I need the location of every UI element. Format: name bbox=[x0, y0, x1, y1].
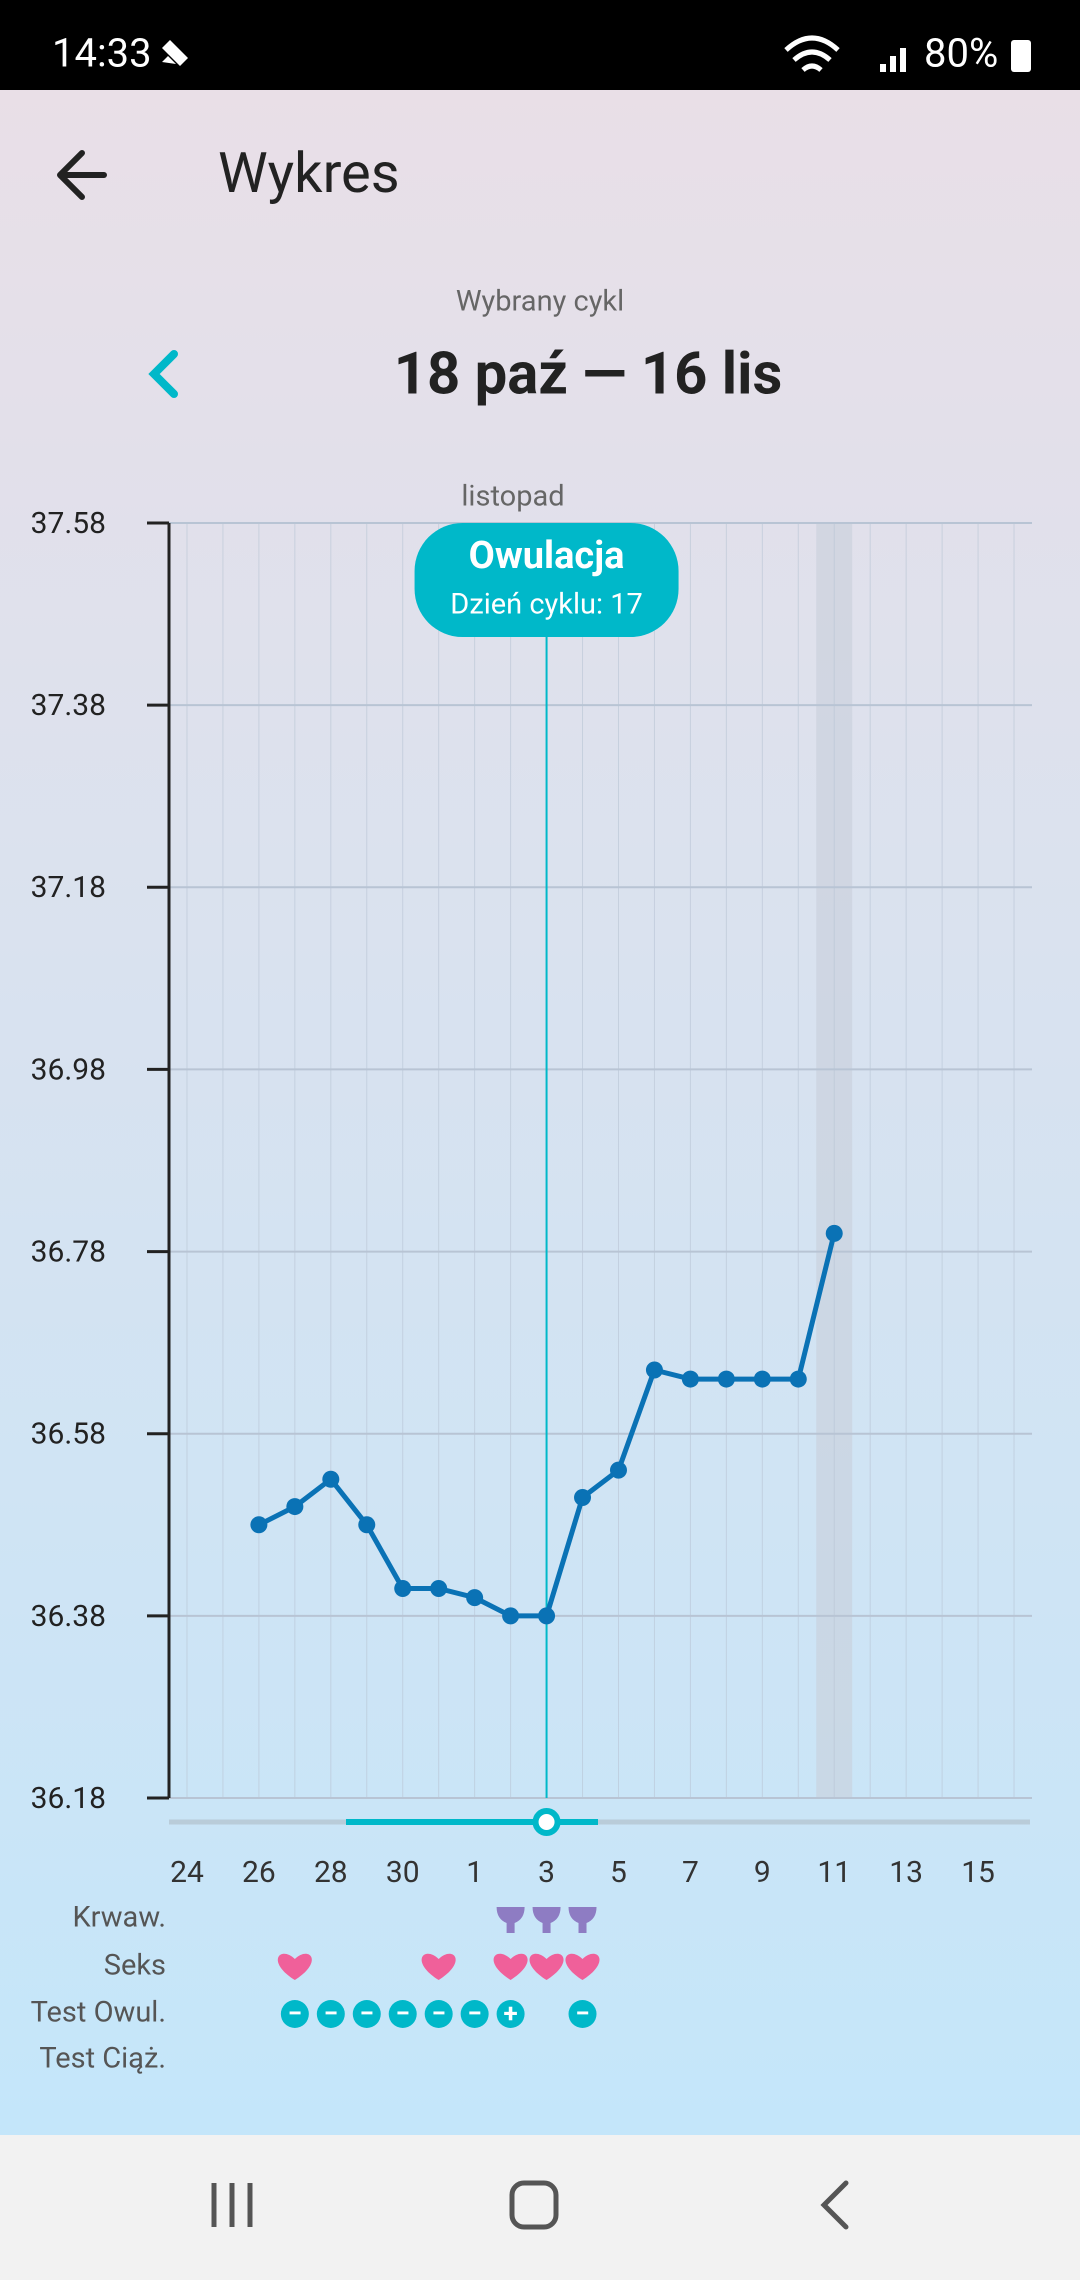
test-icon bbox=[316, 2000, 345, 2028]
y-tick-label: 37.18 bbox=[31, 870, 106, 905]
test-result: − bbox=[324, 1999, 338, 2029]
cycle-label: Wybrany cykl bbox=[456, 285, 624, 319]
y-tick-label: 36.38 bbox=[31, 1599, 106, 1634]
x-tick-label: 26 bbox=[242, 1855, 276, 1890]
header-title: Wykres bbox=[218, 140, 400, 206]
test-icon bbox=[460, 2000, 489, 2028]
background bbox=[0, 90, 1080, 2135]
test-result: − bbox=[467, 1999, 481, 2029]
test-icon bbox=[352, 2000, 381, 2028]
temperature-point bbox=[825, 1224, 843, 1242]
temperature-point bbox=[466, 1589, 484, 1607]
x-tick-label: 15 bbox=[961, 1855, 995, 1890]
y-tick-label: 36.18 bbox=[31, 1781, 106, 1816]
x-tick-label: 3 bbox=[538, 1855, 555, 1890]
test-icon bbox=[388, 2000, 417, 2028]
chart: 36.18 36.38 36.58 36.78 36.98 37.18 37.38 37.58… bbox=[31, 506, 1032, 2076]
row-label: Seks bbox=[104, 1949, 166, 1983]
nav-home[interactable] bbox=[509, 2180, 559, 2230]
bleeding-icon bbox=[532, 1907, 561, 1933]
y-tick-label: 36.58 bbox=[31, 1417, 106, 1452]
signal-icon bbox=[880, 48, 906, 72]
sex-icon bbox=[421, 1953, 456, 1980]
test-result: − bbox=[431, 1999, 445, 2029]
cycle-range: 18 paź — 16 lis bbox=[394, 340, 783, 408]
x-tick-label: 30 bbox=[386, 1855, 420, 1890]
test-result: − bbox=[396, 1999, 410, 2029]
test-icon bbox=[424, 2000, 453, 2028]
temperature-point bbox=[645, 1361, 663, 1379]
test-result: − bbox=[360, 1999, 374, 2029]
test-result: + bbox=[504, 1999, 518, 2029]
wifi-icon bbox=[784, 35, 840, 72]
row-label: Krwaw. bbox=[72, 1901, 166, 1935]
month-label: listopad bbox=[461, 480, 564, 514]
nav-back[interactable] bbox=[820, 2180, 849, 2230]
status-battery: 80% bbox=[924, 30, 998, 77]
temperature-point bbox=[789, 1370, 807, 1388]
temperature-point bbox=[430, 1580, 448, 1598]
temperature-point bbox=[753, 1370, 771, 1388]
sex-icon bbox=[565, 1953, 600, 1980]
status-bar bbox=[0, 0, 1080, 90]
x-tick-label: 13 bbox=[889, 1855, 923, 1890]
temperature-point bbox=[502, 1607, 520, 1625]
test-icon bbox=[280, 2000, 309, 2028]
row-label: Test Owul. bbox=[31, 1996, 166, 2030]
temperature-point bbox=[609, 1461, 627, 1479]
bleeding-icon bbox=[568, 1907, 597, 1933]
ovulation-badge bbox=[414, 523, 679, 637]
x-tick-label: 11 bbox=[817, 1855, 851, 1890]
temperature-point bbox=[538, 1607, 556, 1625]
test-icon bbox=[568, 2000, 597, 2028]
x-tick-label: 7 bbox=[682, 1855, 699, 1890]
test-result: − bbox=[575, 1999, 589, 2029]
previous-cycle-button[interactable] bbox=[148, 350, 178, 398]
slider-thumb[interactable] bbox=[532, 1808, 561, 1836]
sex-icon bbox=[493, 1953, 528, 1980]
battery-icon bbox=[1011, 40, 1031, 72]
temperature-point bbox=[717, 1370, 735, 1388]
ovulation-subtitle: Dzień cyklu: 17 bbox=[450, 588, 643, 622]
y-tick-label: 37.58 bbox=[31, 506, 106, 541]
temperature-point bbox=[681, 1370, 699, 1388]
y-tick-label: 36.98 bbox=[31, 1052, 106, 1087]
back-button[interactable] bbox=[57, 150, 107, 200]
y-tick-label: 37.38 bbox=[31, 688, 106, 723]
sex-icon bbox=[277, 1953, 312, 1980]
x-tick-label: 24 bbox=[170, 1855, 204, 1890]
temperature-point bbox=[358, 1516, 376, 1534]
x-tick-label: 5 bbox=[610, 1855, 627, 1890]
temperature-point bbox=[574, 1488, 592, 1506]
status-icon bbox=[162, 40, 188, 66]
temperature-point bbox=[250, 1516, 268, 1534]
x-tick-label: 9 bbox=[754, 1855, 771, 1890]
bleeding-icon bbox=[496, 1907, 525, 1933]
nav-recent[interactable] bbox=[211, 2183, 253, 2227]
test-icon bbox=[496, 2000, 525, 2028]
ovulation-title: Owulacja bbox=[469, 534, 625, 578]
row-label: Test Ciąż. bbox=[39, 2042, 166, 2076]
temperature-point bbox=[394, 1580, 412, 1598]
x-tick-label: 1 bbox=[466, 1855, 483, 1890]
temperature-point bbox=[322, 1470, 340, 1488]
x-tick-label: 28 bbox=[314, 1855, 348, 1890]
y-tick-label: 36.78 bbox=[31, 1234, 106, 1269]
status-time: 14:33 bbox=[52, 30, 152, 77]
sex-icon bbox=[529, 1953, 564, 1980]
test-result: − bbox=[288, 1999, 302, 2029]
temperature-point bbox=[286, 1498, 304, 1516]
nav-bar bbox=[0, 2135, 1080, 2280]
